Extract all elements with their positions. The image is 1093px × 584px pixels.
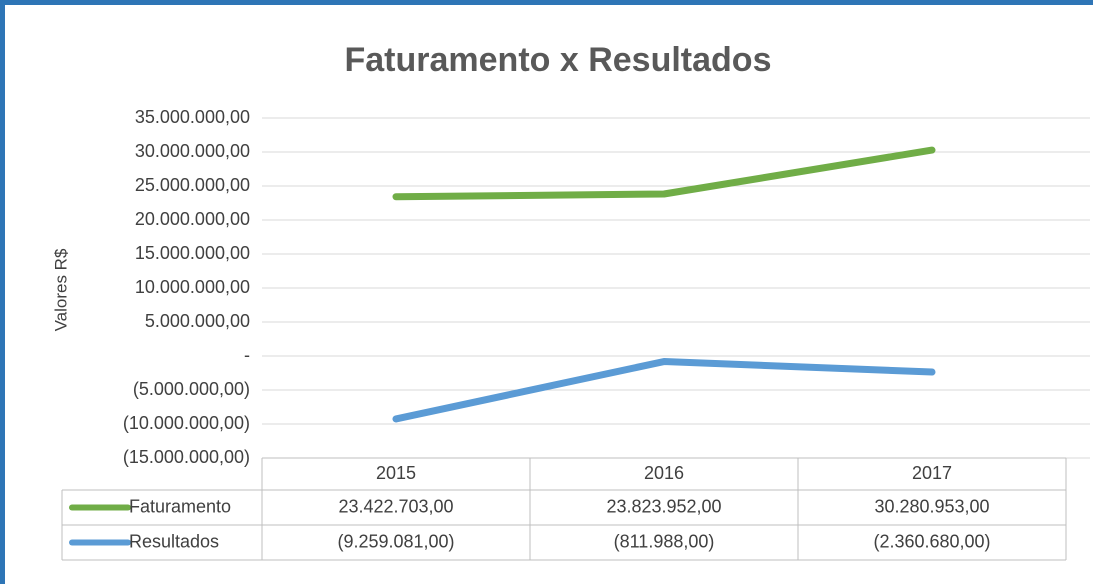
table-value: (811.988,00) <box>614 531 715 551</box>
y-tick-label: 10.000.000,00 <box>135 277 250 297</box>
y-tick-label: (10.000.000,00) <box>123 413 250 433</box>
y-tick-label: 5.000.000,00 <box>145 311 250 331</box>
y-tick-label: - <box>244 345 250 365</box>
table-value: 30.280.953,00 <box>874 496 989 516</box>
y-axis-label: Valores R$ <box>51 248 70 331</box>
table-value: 23.422.703,00 <box>338 496 453 516</box>
y-tick-label: 35.000.000,00 <box>135 107 250 127</box>
y-tick-label: 30.000.000,00 <box>135 141 250 161</box>
y-tick-label: 20.000.000,00 <box>135 209 250 229</box>
table-value: (2.360.680,00) <box>873 531 990 551</box>
table-value: 23.823.952,00 <box>606 496 721 516</box>
chart-title: Faturamento x Resultados <box>345 41 772 79</box>
y-tick-label: (15.000.000,00) <box>123 447 250 467</box>
legend-label: Resultados <box>129 531 219 551</box>
series-line <box>392 146 936 201</box>
y-tick-label: (5.000.000,00) <box>133 379 250 399</box>
category-label: 2016 <box>644 463 684 483</box>
series-line <box>392 358 936 423</box>
y-tick-label: 15.000.000,00 <box>135 243 250 263</box>
legend-label: Faturamento <box>129 496 231 516</box>
category-label: 2015 <box>376 463 416 483</box>
y-tick-label: 25.000.000,00 <box>135 175 250 195</box>
table-value: (9.259.081,00) <box>337 531 454 551</box>
category-label: 2017 <box>912 463 952 483</box>
